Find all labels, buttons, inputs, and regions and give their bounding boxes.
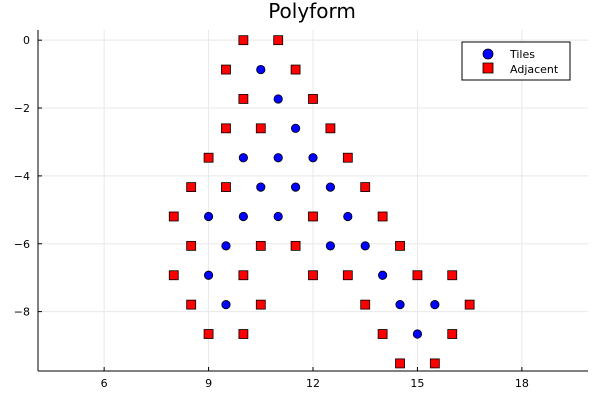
adjacent-point — [447, 270, 458, 281]
x-tick-label: 6 — [101, 377, 108, 390]
adjacent-point — [203, 152, 214, 163]
adjacent-point — [168, 211, 179, 222]
data-marks — [168, 35, 475, 369]
x-tick-label: 9 — [205, 377, 212, 390]
tile-point — [430, 300, 440, 310]
legend-label-adjacent: Adjacent — [510, 63, 559, 76]
adjacent-point — [186, 240, 197, 251]
tile-point — [221, 300, 231, 310]
adjacent-point — [377, 329, 388, 339]
x-tick-label: 15 — [410, 377, 424, 390]
adjacent-point — [238, 94, 249, 104]
tile-point — [360, 241, 370, 251]
adjacent-point — [186, 182, 197, 192]
adjacent-point — [186, 299, 197, 310]
legend-label-tiles: Tiles — [509, 48, 535, 61]
y-tick-label: 0 — [23, 34, 30, 47]
tile-point — [256, 182, 266, 192]
adjacent-point — [203, 329, 214, 339]
adjacent-point — [308, 94, 318, 104]
adjacent-point — [168, 270, 179, 281]
tile-point — [325, 182, 336, 192]
adjacent-point — [221, 64, 231, 75]
adjacent-point — [221, 123, 231, 134]
adjacent-point — [342, 270, 353, 281]
adjacent-point — [377, 211, 388, 222]
chart-title: Polyform — [268, 0, 356, 23]
tile-point — [256, 64, 266, 75]
adjacent-point — [238, 270, 249, 281]
legend-box — [461, 41, 571, 81]
adjacent-point — [447, 329, 458, 339]
adjacent-point — [308, 211, 318, 222]
adjacent-point — [290, 240, 301, 251]
tile-point — [203, 211, 214, 222]
adjacent-point — [308, 270, 318, 281]
adjacent-point — [255, 123, 266, 134]
adjacent-point — [221, 182, 231, 192]
adjacent-point — [325, 123, 336, 134]
tile-point — [308, 153, 318, 163]
tile-point — [238, 153, 248, 163]
tile-point — [273, 153, 283, 163]
x-tick-label: 18 — [515, 377, 529, 390]
adjacent-point — [255, 299, 266, 310]
y-tick-label: −6 — [14, 238, 30, 251]
adjacent-point — [429, 358, 440, 369]
adjacent-point — [464, 299, 475, 310]
tile-point — [203, 270, 214, 280]
tile-point — [273, 94, 283, 104]
y-tick-label: −8 — [14, 306, 30, 319]
adjacent-point — [238, 35, 249, 46]
tile-point — [238, 211, 248, 222]
legend-marker-adjacent — [482, 62, 494, 74]
tile-point — [343, 211, 353, 222]
tile-point — [290, 123, 301, 133]
y-tick-label: −4 — [14, 170, 30, 183]
adjacent-point — [395, 358, 405, 369]
tile-point — [290, 182, 301, 192]
legend: Tiles Adjacent — [461, 41, 571, 81]
tile-point — [325, 241, 336, 251]
adjacent-point — [342, 152, 353, 163]
adjacent-point — [360, 182, 371, 192]
adjacent-point — [238, 329, 249, 339]
tile-point — [412, 329, 423, 339]
tile-point — [395, 300, 405, 310]
y-tick-label: −2 — [14, 102, 30, 115]
legend-marker-tiles — [482, 48, 494, 60]
ticks: 6 9 12 15 18 0 −2 −4 −6 −8 — [14, 34, 529, 390]
adjacent-point — [273, 35, 284, 46]
adjacent-point — [395, 240, 405, 251]
x-tick-label: 12 — [306, 377, 320, 390]
adjacent-point — [412, 270, 423, 281]
adjacent-point — [360, 299, 371, 310]
tile-point — [221, 241, 231, 251]
tile-point — [273, 211, 283, 222]
grid — [38, 30, 588, 371]
adjacent-point — [290, 64, 301, 75]
adjacent-point — [255, 240, 266, 251]
tile-point — [378, 270, 388, 280]
